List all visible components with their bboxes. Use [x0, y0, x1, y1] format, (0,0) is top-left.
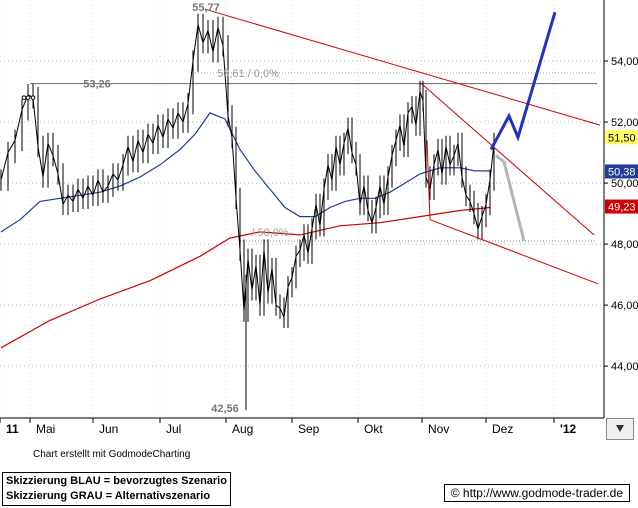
trendline-red — [429, 219, 599, 285]
price-tag-label: 50,38 — [608, 166, 636, 178]
price-line — [0, 24, 495, 320]
chart-annotation: 53,26 — [83, 79, 111, 91]
price-tag-label: 51,50 — [608, 132, 636, 144]
chart-annotation: / 50,0% — [251, 227, 289, 239]
x-tick-label: '12 — [560, 422, 577, 436]
y-tick-label: 48,00 — [611, 239, 638, 251]
price-tag-box — [605, 199, 638, 214]
x-tick-label: Sep — [298, 422, 320, 436]
chart-annotation: 55,77 — [192, 2, 220, 14]
x-tick-label: Okt — [364, 422, 383, 436]
price-tag-box — [605, 164, 638, 179]
source-url[interactable]: © http://www.godmode-trader.de — [443, 484, 630, 502]
y-tick-label: 54,00 — [611, 56, 638, 68]
trendline-red — [204, 8, 601, 126]
chart-annotation: 42,56 — [211, 403, 239, 415]
scroll-arrow-icon — [616, 425, 624, 432]
price-tag-label: 49,23 — [608, 202, 636, 214]
x-tick-label: Aug — [232, 422, 253, 436]
scenario-legend: Skizzierung BLAU = bevorzugtes Szenario … — [2, 472, 231, 506]
y-tick-label: 44,00 — [611, 361, 638, 373]
x-tick-label: 11 — [6, 422, 19, 436]
y-tick-label: 50,00 — [611, 178, 638, 190]
trendline-red — [419, 82, 595, 236]
ma-red-line — [0, 206, 491, 349]
scenario-blue-line — [489, 11, 557, 151]
price-marker — [25, 95, 31, 100]
plot-area — [0, 0, 604, 418]
chart-credit: Chart erstellt mit GodmodeCharting — [33, 449, 191, 460]
x-tick-label: Dez — [492, 422, 513, 436]
price-marker — [30, 95, 36, 100]
chart-annotation: 53,61 / 0,0% — [217, 68, 279, 80]
trendline-red-link — [426, 140, 431, 220]
price-marker — [21, 95, 27, 100]
x-tick-label: Jul — [166, 422, 181, 436]
legend-gray-scenario: Skizzierung GRAU = Alternativszenario — [6, 490, 211, 502]
legend-blue-scenario: Skizzierung BLAU = bevorzugtes Szenario — [6, 475, 227, 487]
price-tag-box — [605, 130, 638, 145]
ma-blue-line — [0, 112, 490, 233]
y-tick-label: 46,00 — [611, 300, 638, 312]
y-tick-label: 52,00 — [611, 117, 638, 129]
x-tick-label: Jun — [99, 422, 118, 436]
scenario-gray-line — [495, 154, 526, 242]
x-tick-label: Nov — [428, 422, 449, 436]
scroll-button[interactable] — [606, 418, 634, 440]
x-tick-label: Mai — [36, 422, 55, 436]
